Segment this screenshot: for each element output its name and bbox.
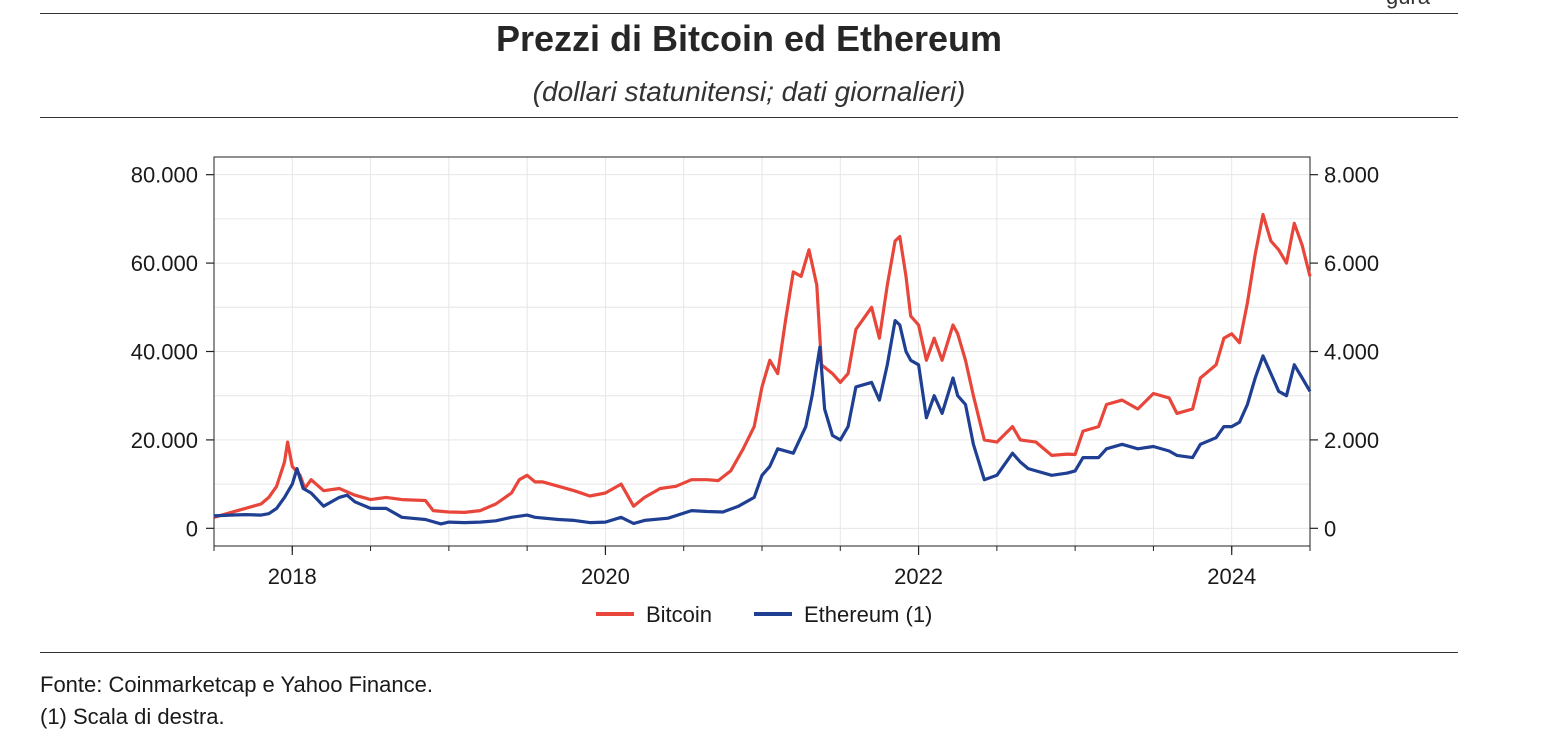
x-tick-label: 2018 xyxy=(268,564,317,589)
corner-label: gura xyxy=(1386,0,1430,10)
y-left-tick-label: 80.000 xyxy=(131,163,198,188)
y-right-tick-label: 4.000 xyxy=(1324,340,1379,365)
y-right-tick-label: 6.000 xyxy=(1324,251,1379,276)
x-tick-label: 2024 xyxy=(1207,564,1256,589)
series-line-bitcoin xyxy=(213,212,1312,519)
y-right-tick-label: 0 xyxy=(1324,516,1336,541)
y-right-tick-label: 2.000 xyxy=(1324,428,1379,453)
y-left-tick-label: 40.000 xyxy=(131,340,198,365)
scale-note: (1) Scala di destra. xyxy=(40,704,225,729)
series-line-ethereum xyxy=(213,319,1312,526)
x-tick-label: 2020 xyxy=(581,564,630,589)
legend-label-ethereum: Ethereum (1) xyxy=(804,602,932,627)
source-note: Fonte: Coinmarketcap e Yahoo Finance. xyxy=(40,672,433,697)
y-right-tick-label: 8.000 xyxy=(1324,163,1379,188)
chart-subtitle: (dollari statunitensi; dati giornalieri) xyxy=(532,76,966,107)
y-left-tick-label: 20.000 xyxy=(131,428,198,453)
footer-rule xyxy=(40,652,1458,653)
x-tick-label: 2022 xyxy=(894,564,943,589)
price-chart: 0 20.000 40.000 60.000 80.000 0 2.000 4.000 6.00… xyxy=(131,156,1379,627)
y-left-tick-label: 60.000 xyxy=(131,251,198,276)
header-rule xyxy=(40,117,1458,118)
top-rule xyxy=(40,13,1458,14)
y-left-tick-label: 0 xyxy=(186,516,198,541)
legend-label-bitcoin: Bitcoin xyxy=(646,602,712,627)
chart-title: Prezzi di Bitcoin ed Ethereum xyxy=(495,18,1003,59)
